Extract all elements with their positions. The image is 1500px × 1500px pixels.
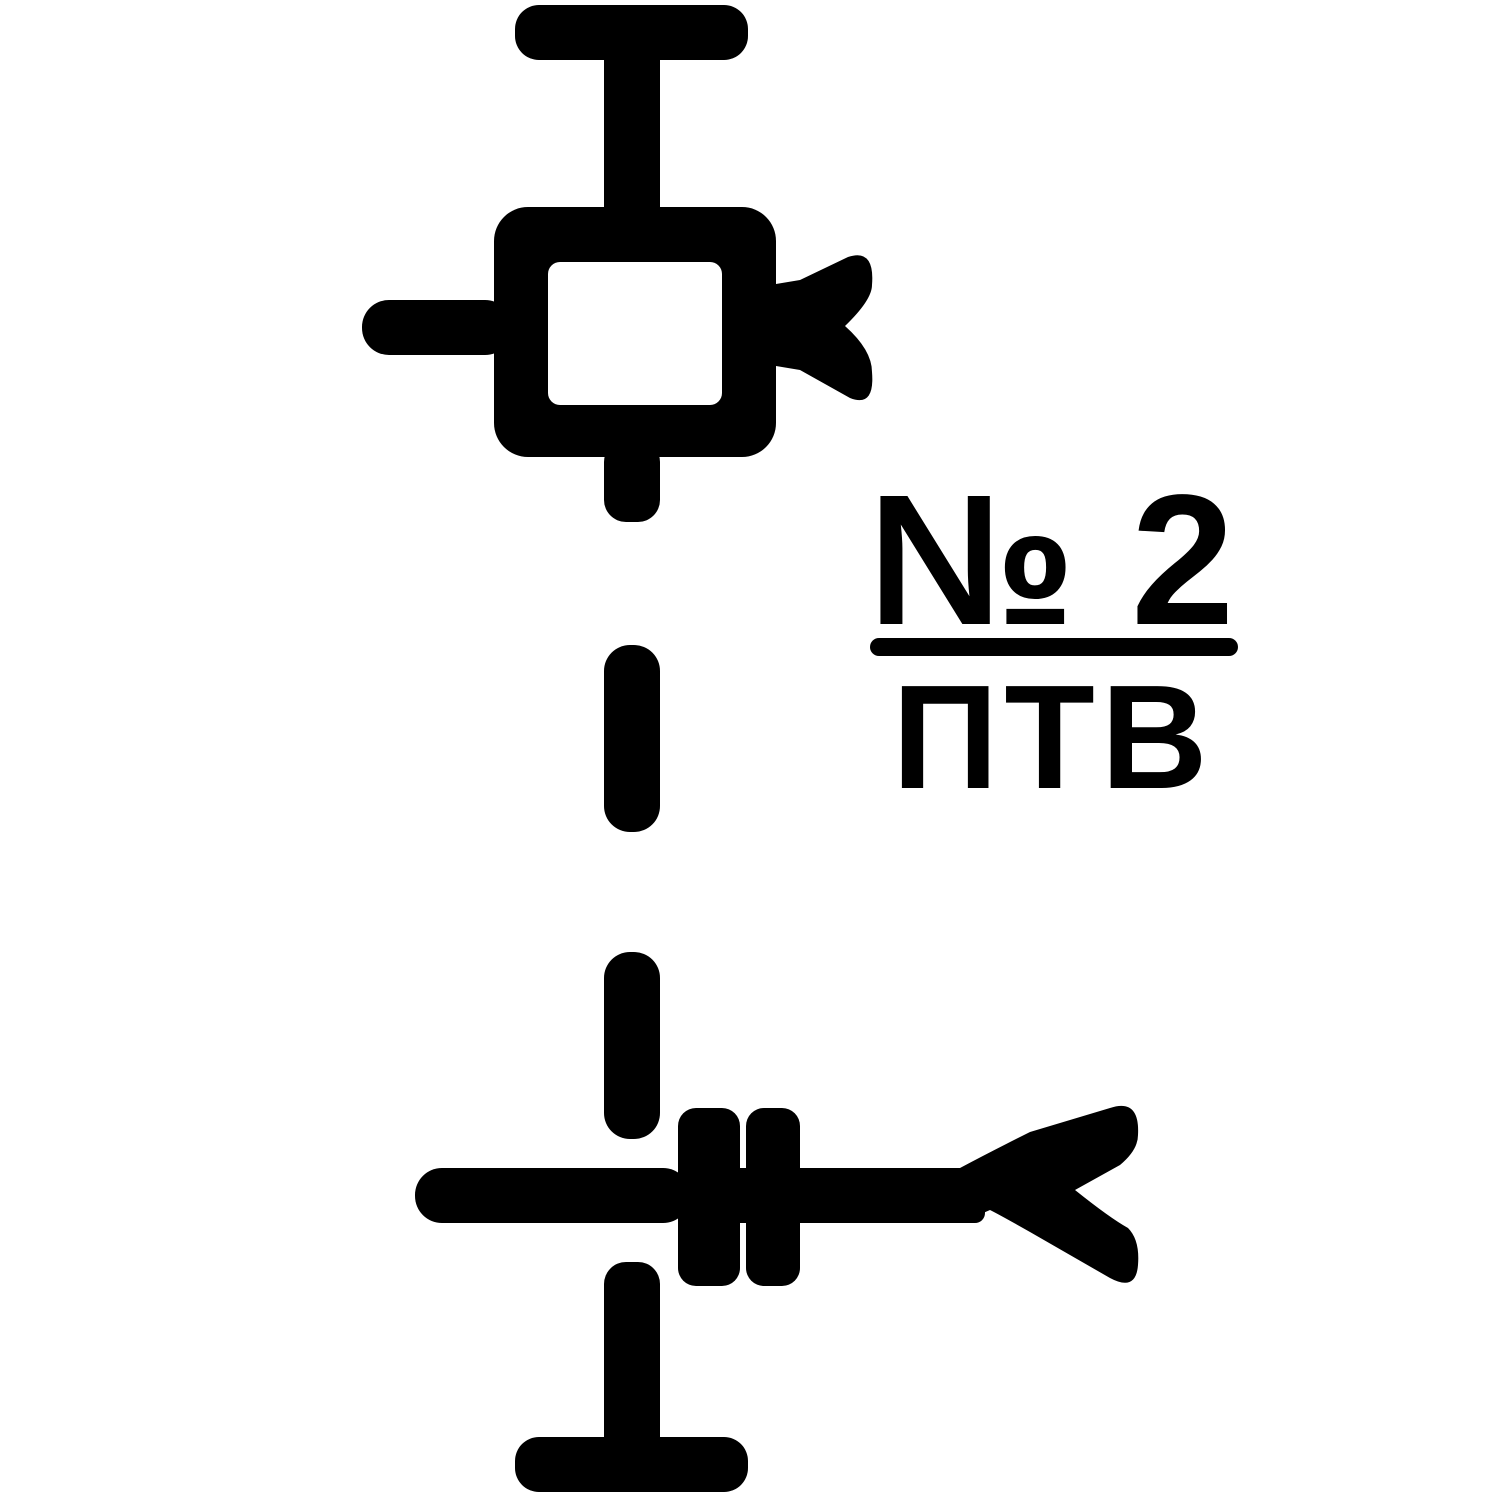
dash-segment	[604, 645, 660, 832]
outlet-fork-icon	[960, 1105, 1139, 1283]
fraction-divider	[870, 638, 1238, 656]
top-t-stem	[604, 50, 660, 225]
valve-body-window	[548, 262, 722, 405]
valve-nozzle-icon	[770, 255, 873, 401]
coupling-bridge	[730, 1168, 760, 1223]
outlet-pipe	[415, 1105, 1139, 1283]
valve-body	[494, 207, 776, 457]
hydrant-number-label: № 2	[868, 457, 1237, 664]
top-t-crossbar	[515, 5, 748, 60]
outlet-pipe-right	[780, 1168, 985, 1223]
valve-bottom-stub	[604, 440, 660, 522]
bottom-t-crossbar	[515, 1437, 748, 1492]
left-stub-pipe	[362, 300, 512, 355]
bottom-t-stem	[604, 1262, 660, 1462]
coupling-half	[678, 1108, 740, 1286]
dashed-connection	[604, 645, 660, 1139]
hydrant-type-label: ПТВ	[892, 655, 1214, 820]
bottom-t-handle	[515, 1262, 748, 1492]
outlet-pipe-left	[415, 1168, 690, 1223]
top-t-handle	[515, 5, 748, 225]
pipe-coupling	[678, 1108, 800, 1286]
coupling-half	[746, 1108, 800, 1286]
dash-segment	[604, 952, 660, 1139]
